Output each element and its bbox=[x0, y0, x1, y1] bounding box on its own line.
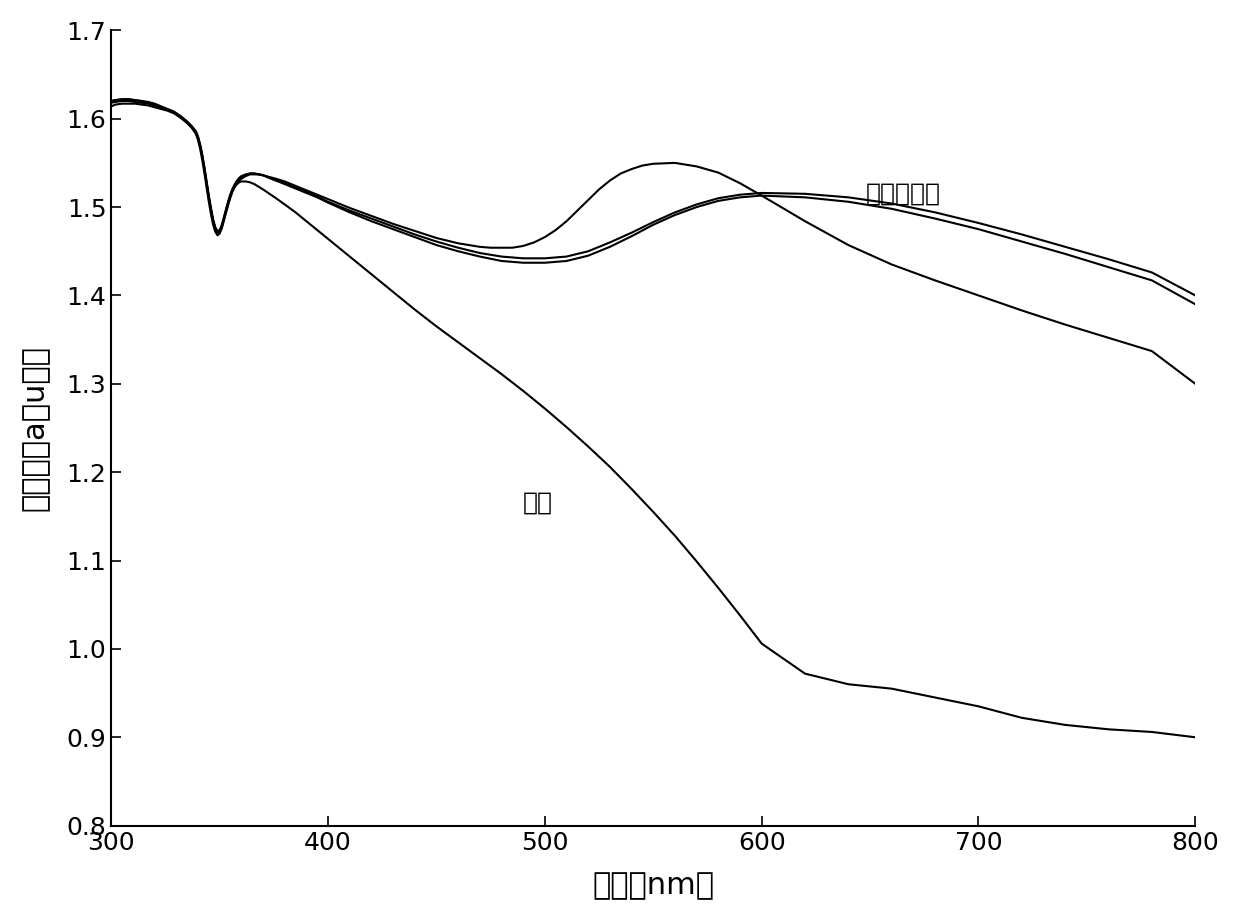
Text: 黑磷纳米金: 黑磷纳米金 bbox=[866, 181, 941, 205]
X-axis label: 波长（nm）: 波长（nm） bbox=[593, 871, 714, 900]
Y-axis label: 吸光度（a．u．）: 吸光度（a．u．） bbox=[21, 345, 50, 511]
Text: 黑磷: 黑磷 bbox=[523, 491, 553, 515]
